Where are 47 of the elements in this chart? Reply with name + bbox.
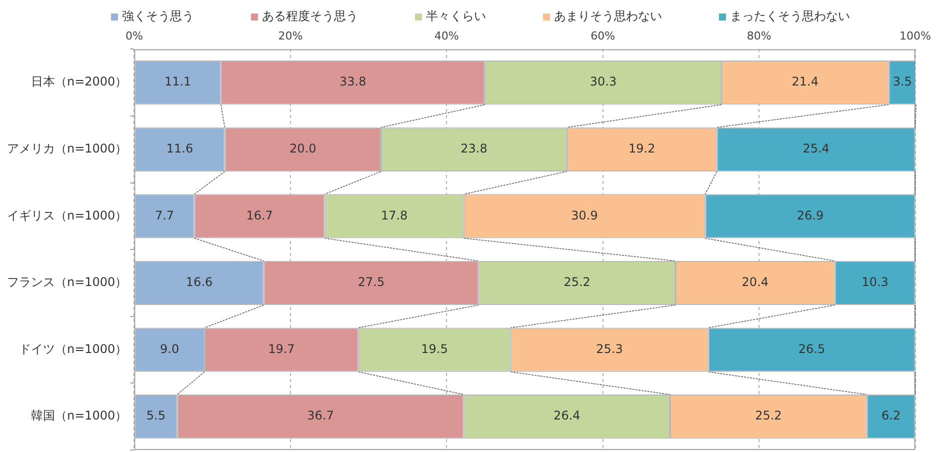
data-label: 26.5 xyxy=(798,342,826,356)
data-label: 5.5 xyxy=(146,408,166,423)
y-tick-label: 日本（n=2000） xyxy=(30,74,128,89)
data-label: 26.4 xyxy=(554,408,580,423)
data-label: 25.2 xyxy=(755,408,782,423)
data-label: 19.7 xyxy=(268,342,295,356)
data-label: 27.5 xyxy=(358,275,385,290)
data-label: 21.4 xyxy=(792,74,819,89)
legend-label: あまりそう思わない xyxy=(554,9,662,24)
y-tick-label: イギリス（n=1000） xyxy=(6,208,128,222)
legend-label: 半々くらい xyxy=(426,9,486,24)
data-label: 7.7 xyxy=(154,208,174,222)
data-label: 25.2 xyxy=(564,275,590,290)
y-tick-label: 韓国（n=1000） xyxy=(30,408,128,423)
data-label: 10.3 xyxy=(862,275,888,290)
data-label: 16.7 xyxy=(246,208,273,222)
x-tick-label: 0% xyxy=(125,29,143,42)
y-tick-label: フランス（n=1000） xyxy=(6,275,128,290)
data-label: 6.2 xyxy=(882,408,901,423)
data-label: 25.4 xyxy=(802,142,830,156)
y-tick-label: アメリカ（n=1000） xyxy=(6,142,128,156)
data-label: 16.6 xyxy=(186,275,213,290)
y-tick-label: ドイツ（n=1000） xyxy=(18,342,128,356)
data-label: 23.8 xyxy=(460,142,488,156)
legend-label: 強くそう思う xyxy=(122,9,194,24)
data-label: 20.4 xyxy=(742,275,769,290)
x-tick-label: 20% xyxy=(278,29,303,42)
x-tick-label: 100% xyxy=(900,29,932,42)
x-tick-label: 40% xyxy=(434,29,459,42)
data-label: 25.3 xyxy=(596,342,623,356)
data-label: 11.6 xyxy=(166,142,194,156)
data-label: 30.9 xyxy=(571,208,598,222)
data-label: 20.0 xyxy=(290,142,316,156)
data-label: 33.8 xyxy=(340,74,366,89)
data-label: 26.9 xyxy=(796,208,824,222)
data-label: 11.1 xyxy=(164,74,192,89)
legend-label: まったくそう思わない xyxy=(730,9,850,24)
data-label: 30.3 xyxy=(590,74,617,89)
x-tick-label: 80% xyxy=(746,29,772,42)
legend-label: ある程度そう思う xyxy=(262,9,358,24)
data-label: 36.7 xyxy=(307,408,334,423)
data-label: 9.0 xyxy=(160,342,180,356)
data-label: 3.5 xyxy=(892,74,912,89)
data-label: 17.8 xyxy=(380,208,408,222)
data-label: 19.2 xyxy=(628,142,656,156)
data-label: 19.5 xyxy=(421,342,448,356)
x-tick-label: 60% xyxy=(590,29,616,42)
